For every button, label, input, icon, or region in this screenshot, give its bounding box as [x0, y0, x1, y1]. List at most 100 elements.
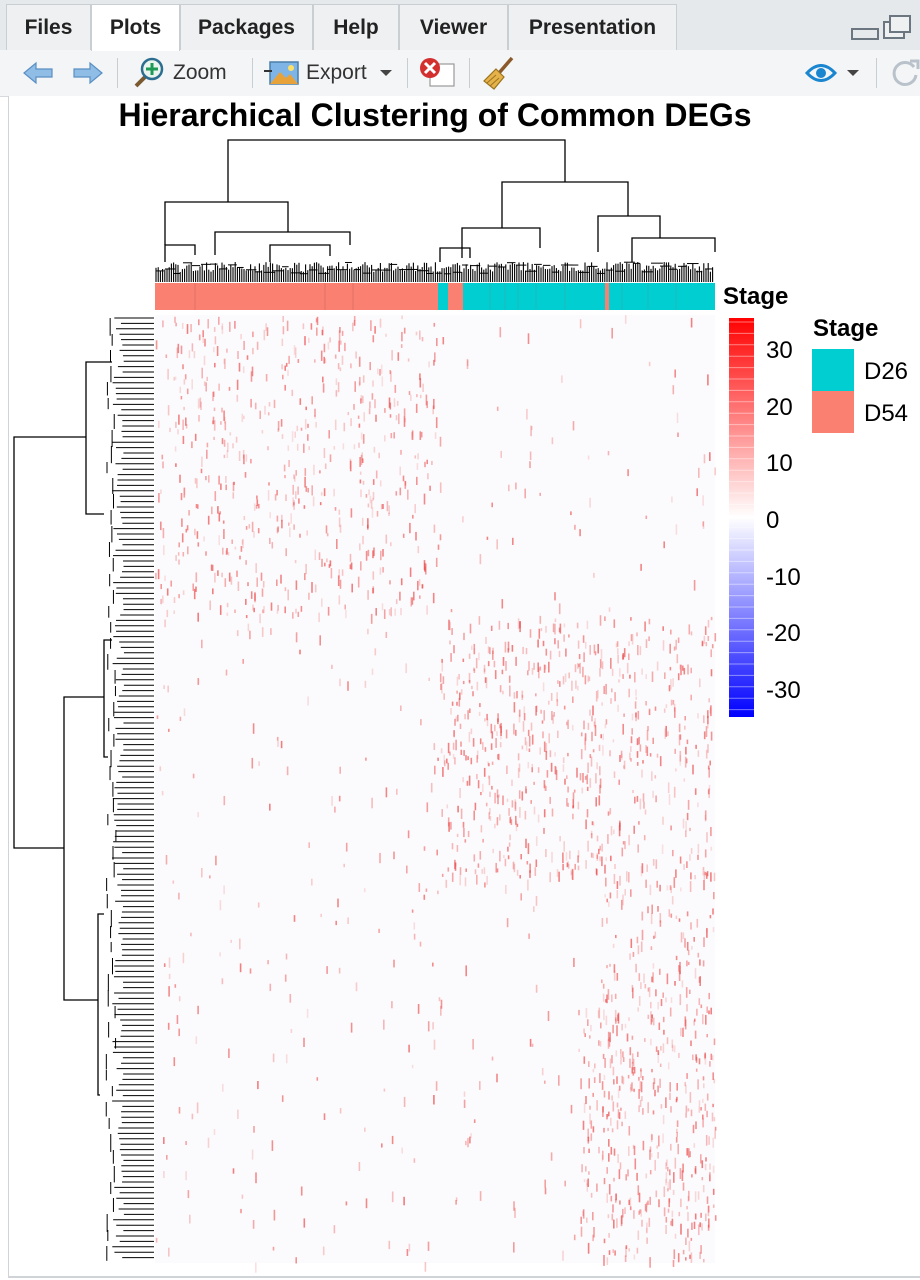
heatmap-cell — [225, 476, 227, 483]
heatmap-cell — [635, 689, 637, 696]
heatmap-cell — [397, 352, 400, 361]
heatmap-cell — [237, 351, 239, 359]
heatmap-cell — [563, 705, 566, 710]
heatmap-cell — [546, 770, 549, 778]
heatmap-cell — [658, 1199, 660, 1208]
heatmap-cell — [686, 1004, 688, 1012]
heatmap-cell — [547, 1011, 550, 1021]
heatmap-cell — [624, 841, 626, 850]
heatmap-cell — [468, 775, 471, 786]
heatmap-cell — [606, 898, 608, 903]
forward-button[interactable] — [72, 50, 104, 96]
heatmap-cell — [290, 1028, 293, 1033]
heatmap-cell — [414, 455, 417, 459]
heatmap-cell — [612, 1024, 614, 1034]
heatmap-cell — [657, 1052, 660, 1063]
heatmap-cell — [337, 898, 339, 908]
tab-plots[interactable]: Plots — [91, 4, 180, 51]
heatmap-cell — [703, 880, 705, 891]
heatmap-cell — [624, 889, 626, 896]
heatmap-cell — [700, 1004, 703, 1009]
heatmap-cell — [323, 1113, 326, 1120]
heatmap-cell — [690, 1237, 693, 1241]
tab-presentation[interactable]: Presentation — [508, 4, 677, 50]
export-button[interactable]: Export — [264, 50, 393, 96]
heatmap-cell — [548, 661, 550, 673]
tab-packages[interactable]: Packages — [180, 4, 313, 50]
heatmap-cell — [516, 869, 519, 876]
refresh-button[interactable] — [888, 50, 920, 96]
back-button[interactable] — [22, 50, 54, 96]
maximize-icon[interactable] — [883, 15, 911, 39]
remove-plot-button[interactable] — [418, 50, 458, 96]
tab-help[interactable]: Help — [313, 4, 399, 50]
heatmap-cell — [423, 846, 426, 851]
zoom-button[interactable]: Zoom — [132, 50, 227, 96]
heatmap-cell — [659, 1078, 661, 1088]
heatmap-cell — [480, 825, 483, 833]
heatmap-cell — [694, 1018, 696, 1022]
heatmap-cell — [633, 1088, 635, 1092]
heatmap-cell — [591, 821, 594, 826]
heatmap-cell — [637, 710, 640, 720]
heatmap-cell — [655, 795, 657, 803]
heatmap-cell — [245, 454, 248, 462]
heatmap-cell — [240, 1208, 242, 1214]
heatmap-cell — [545, 849, 547, 858]
tab-plots-label: Plots — [109, 16, 162, 39]
chevron-down-icon — [379, 70, 392, 76]
heatmap-cell — [201, 367, 203, 379]
heatmap-cell — [671, 1044, 674, 1052]
heatmap-cell — [649, 1149, 651, 1160]
tab-viewer[interactable]: Viewer — [399, 4, 508, 50]
heatmap-cell — [337, 575, 340, 586]
heatmap-cell — [319, 470, 321, 474]
heatmap-cell — [507, 846, 509, 852]
heatmap-cell — [630, 634, 633, 642]
heatmap-cell — [688, 1240, 691, 1252]
heatmap-cell — [293, 345, 296, 355]
tab-files[interactable]: Files — [6, 4, 91, 50]
heatmap-cell — [712, 1137, 714, 1148]
publish-button[interactable] — [804, 50, 860, 96]
heatmap-cell — [686, 812, 689, 821]
clear-all-plots-button[interactable] — [482, 50, 518, 96]
heatmap-cell — [570, 870, 572, 876]
heatmap-cell — [277, 421, 280, 431]
heatmap-cell — [487, 761, 489, 766]
heatmap-cell — [359, 543, 361, 551]
heatmap-cell — [281, 514, 283, 522]
heatmap-cell — [517, 618, 520, 630]
heatmap-cell — [338, 569, 340, 579]
heatmap-cell — [697, 854, 699, 860]
heatmap-cell — [285, 953, 288, 960]
heatmap-cell — [264, 405, 266, 415]
heatmap-cell — [419, 378, 422, 388]
heatmap-cell — [282, 374, 284, 380]
heatmap-cell — [604, 864, 606, 874]
heatmap-cell — [473, 668, 476, 673]
heatmap-cell — [708, 1010, 710, 1015]
heatmap-cell — [632, 987, 634, 999]
heatmap-cell — [357, 415, 360, 419]
heatmap-cell — [479, 554, 482, 565]
heatmap-cell — [489, 808, 491, 815]
heatmap-cell — [620, 750, 623, 759]
heatmap-cell — [563, 841, 565, 852]
heatmap-cell — [372, 335, 375, 343]
heatmap-cell — [463, 750, 465, 756]
heatmap-cell — [212, 391, 214, 402]
minimize-icon[interactable] — [851, 28, 879, 40]
heatmap-cell — [607, 1031, 610, 1042]
heatmap-cell — [708, 788, 710, 799]
heatmap-cell — [577, 663, 579, 669]
heatmap-cell — [648, 987, 651, 998]
heatmap-cell — [651, 671, 654, 682]
heatmap-cell — [646, 730, 649, 741]
heatmap-cell — [224, 421, 227, 431]
heatmap-cell — [596, 853, 599, 861]
heatmap-cell — [297, 486, 299, 495]
heatmap-cell — [615, 643, 618, 648]
heatmap-cell — [631, 728, 633, 735]
heatmap-cell — [710, 1053, 713, 1060]
